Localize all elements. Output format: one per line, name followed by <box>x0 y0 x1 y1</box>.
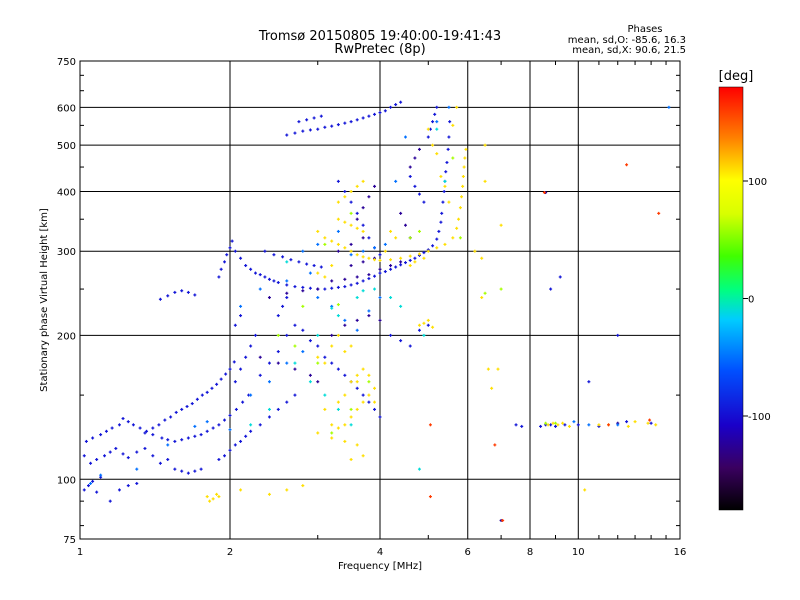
y-tick-label: 600 <box>57 103 76 114</box>
x-tick-label: 2 <box>227 547 233 558</box>
y-tick-label: 200 <box>57 331 76 342</box>
colorbar-tick-label: 0 <box>748 295 754 306</box>
x-tick-label: 1 <box>77 547 83 558</box>
x-tick-label: 6 <box>465 547 471 558</box>
y-tick-label: 100 <box>57 475 76 486</box>
stats-heading: Phases <box>627 24 662 35</box>
data-points <box>82 100 671 522</box>
y-tick-label: 75 <box>63 535 76 546</box>
x-tick-label: 4 <box>377 547 383 558</box>
stats-line-x: mean, sd,X: 90.6, 21.5 <box>572 45 686 56</box>
colorbar <box>718 86 744 511</box>
y-tick-label: 300 <box>57 247 76 258</box>
y-tick-label: 750 <box>57 57 76 68</box>
grid-lines <box>80 61 680 539</box>
x-tick-label: 16 <box>674 547 687 558</box>
colorbar-tick-label: -100 <box>748 412 771 423</box>
y-axis-label: Stationary phase Virtual Height [km] <box>39 208 50 392</box>
y-tick-label: 500 <box>57 141 76 152</box>
colorbar-ticks: 100 0 -100 <box>743 177 771 423</box>
x-tick-label: 10 <box>572 547 585 558</box>
colorbar-label: [deg] <box>719 69 754 84</box>
chart-title: Tromsø 20150805 19:40:00-19:41:43 <box>258 29 501 44</box>
y-tick-label: 400 <box>57 187 76 198</box>
stats-line-o: mean, sd,O: -85.6, 16.3 <box>568 35 686 46</box>
colorbar-tick-label: 100 <box>748 177 767 188</box>
y-axis-ticks: 75 100 200 300 400 500 600 750 <box>57 57 680 546</box>
x-axis-ticks: 1 2 4 6 8 10 16 <box>77 61 687 558</box>
x-tick-label: 8 <box>527 547 533 558</box>
x-axis-label: Frequency [MHz] <box>338 561 422 572</box>
chart-subtitle: RwPretec (8p) <box>334 42 425 57</box>
